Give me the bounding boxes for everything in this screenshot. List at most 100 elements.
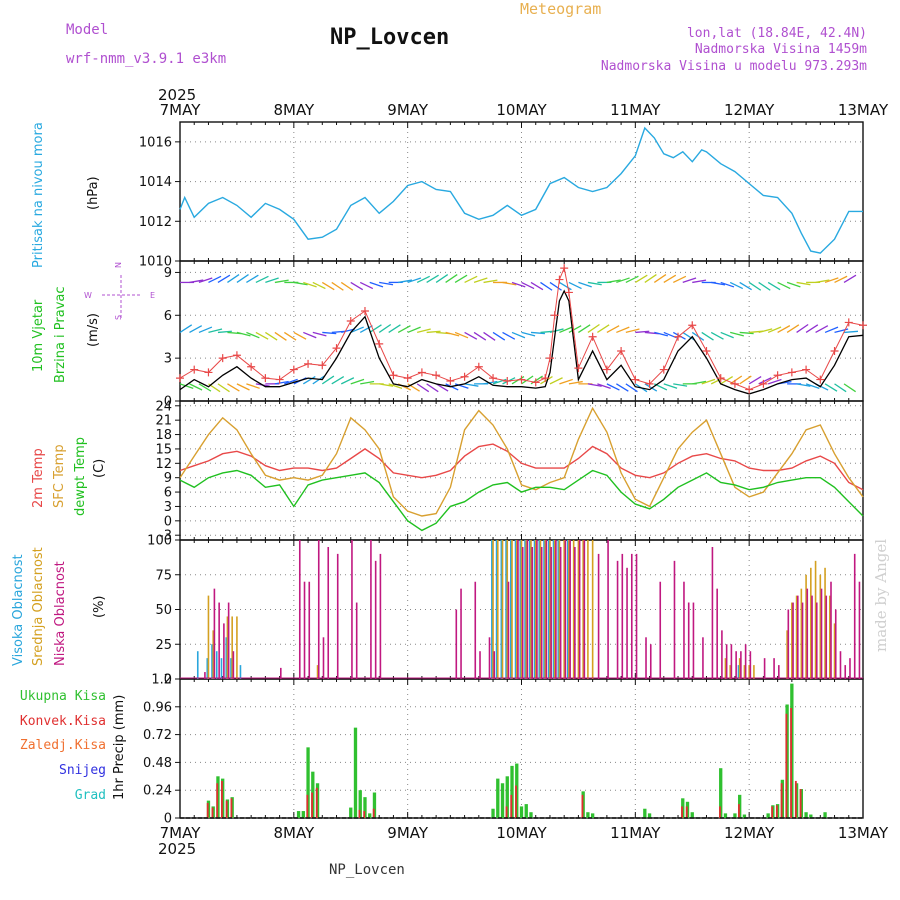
wind-arrow (189, 279, 204, 284)
wind-arrow (454, 331, 469, 339)
wind-arrow (189, 383, 203, 391)
x-tick-label-bottom: 7MAY (160, 824, 202, 842)
x-tick-label-top: 12MAY (724, 101, 775, 119)
x-tick-label-bottom: 10MAY (496, 824, 547, 842)
wind-arrow (682, 277, 697, 284)
precip-total-bar (491, 808, 495, 818)
precip-total-bar (358, 790, 362, 818)
wind-arrow (464, 275, 478, 284)
wind-arrow (616, 326, 630, 334)
wind-gust-marker (232, 351, 241, 360)
wind-arrow (843, 274, 857, 283)
wind-arrow (692, 279, 707, 284)
wind-gust-marker (730, 379, 739, 388)
year-bottom: 2025 (158, 840, 196, 858)
wind-arrow (720, 331, 734, 339)
wind-arrow (587, 383, 602, 387)
wind-arrow (767, 281, 781, 291)
wind-title-2: Brzina i Pravac (53, 286, 68, 383)
wind-arrow (739, 331, 754, 335)
elevation-label: Nadmorska Visina 1459m (695, 42, 867, 57)
wind-arrow (559, 378, 573, 385)
wind-gust-marker (550, 311, 559, 320)
wind-arrow (274, 331, 287, 341)
wind-arrow (483, 380, 498, 385)
wind-title-1: 10m Vjetar (31, 299, 46, 372)
precip-total-bar (349, 807, 353, 818)
temp-dew-line (179, 469, 864, 532)
precip-total-bar (723, 813, 728, 818)
x-tick-label-bottom: 8MAY (273, 824, 315, 842)
y-tick-label: 9 (164, 471, 172, 486)
wind-arrow (302, 376, 316, 385)
y-tick-label: 12 (155, 457, 172, 472)
wind-arrow (208, 328, 223, 334)
wind-arrow (777, 325, 791, 333)
wind-gust-marker (304, 359, 313, 368)
wind-arrow (284, 378, 298, 385)
wind-gust-marker (503, 377, 512, 385)
wind-arrow (834, 275, 848, 284)
y-tick-label: 50 (155, 603, 172, 618)
wind-gust-marker (261, 374, 270, 383)
wind-arrow (502, 281, 517, 286)
wind-arrow (322, 331, 337, 335)
wind-gust-marker (702, 347, 711, 355)
wind-gust-marker (275, 375, 284, 384)
wind-arrow (578, 324, 591, 333)
wind-arrow (843, 330, 859, 334)
wind-gust-marker (574, 364, 583, 373)
precip-total-bar (823, 812, 827, 818)
wind-arrow (654, 331, 669, 337)
wind-arrow (331, 281, 344, 291)
wind-arrow (530, 281, 544, 291)
wind-arrow (378, 323, 392, 333)
legend-total: Ukupna Kisa (20, 689, 106, 704)
wind-arrow (540, 376, 553, 385)
wind-arrow (359, 281, 374, 290)
wind-arrow (350, 326, 364, 334)
wind-gust-marker (674, 332, 683, 341)
model-label: Model (66, 22, 108, 38)
wind-arrow (568, 380, 583, 385)
wind-arrow (511, 281, 526, 288)
x-tick-label-bottom: 11MAY (610, 824, 661, 842)
wind-gust-marker (560, 264, 569, 273)
wind-arrow (597, 383, 611, 389)
precip-convective-bar (799, 789, 802, 818)
wind-unit: (m/s) (86, 313, 101, 347)
wind-gust-marker (555, 275, 564, 284)
wind-arrow (635, 330, 650, 334)
wind-arrow (303, 331, 317, 339)
precip-total-bar (372, 792, 377, 818)
wind-arrow (369, 324, 382, 333)
wind-gust-marker (204, 368, 213, 377)
wind-arrow (208, 275, 222, 284)
wind-arrow (246, 331, 260, 339)
wind-arrow (283, 331, 297, 341)
wind-arrow (435, 274, 449, 283)
wind-arrow (179, 383, 194, 389)
wind-arrow (540, 281, 553, 291)
wind-arrow (236, 274, 249, 283)
wind-arrow (663, 274, 677, 283)
wind-arrow (198, 277, 213, 284)
wind-arrow (748, 376, 762, 385)
y-tick-label: 0 (164, 395, 172, 410)
wind-arrow (340, 377, 355, 385)
y-tick-label: 6 (164, 309, 172, 324)
wind-arrow (255, 275, 269, 284)
wind-arrow (379, 281, 394, 286)
pressure-line (179, 126, 863, 254)
y-tick-label: 6 (164, 486, 172, 501)
wind-arrow (739, 375, 752, 385)
precip-convective-bar (738, 804, 740, 818)
x-tick-label-top: 8MAY (273, 101, 315, 119)
wind-arrow (483, 279, 498, 284)
wind-arrow (549, 281, 562, 291)
compass-cross-icon (102, 275, 140, 318)
wind-gust-marker (346, 317, 355, 325)
wind-arrow (293, 281, 308, 286)
precip-total-bar (590, 813, 595, 818)
